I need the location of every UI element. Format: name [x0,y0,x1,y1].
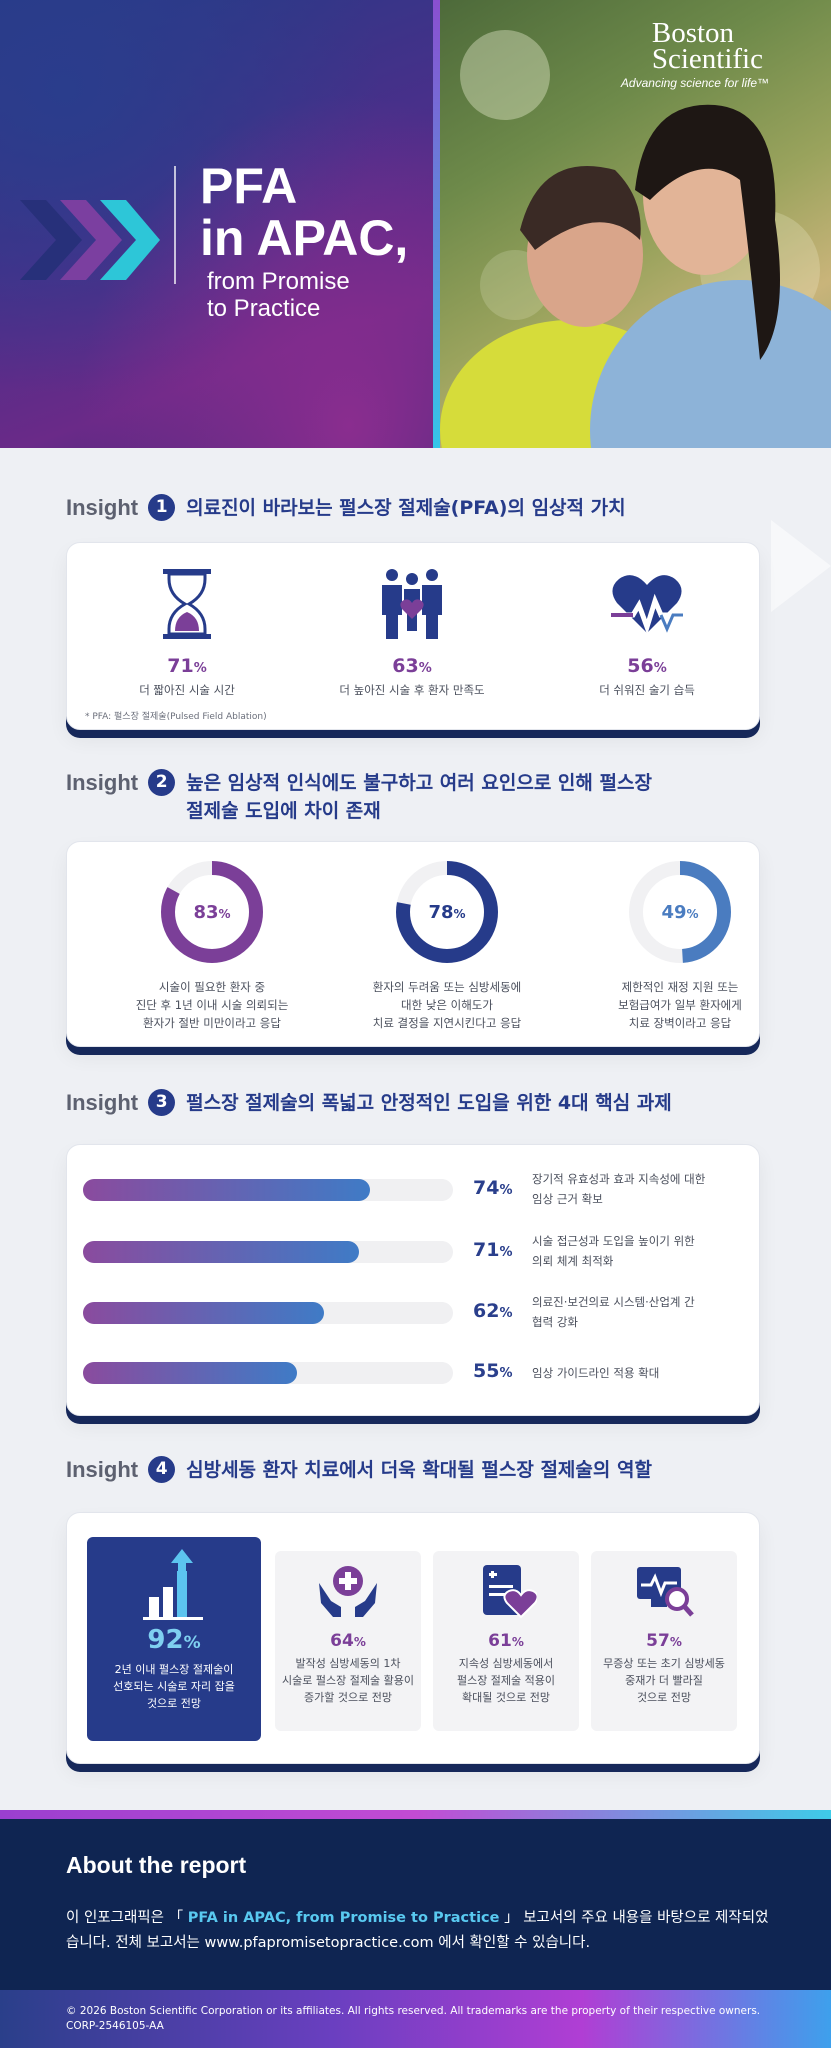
insight-number-badge: 2 [148,769,176,796]
donut-caption: 환자의 두려움 또는 심방세동에 대한 낮은 이해도가 치료 결정을 지연시킨다고 … [372,980,522,1030]
about-title: About the report [66,1852,247,1878]
heart-pulse-icon [611,575,685,635]
insight-title: 의료진이 바라보는 펄스장 절제술(PFA)의 임상적 가치 [186,497,626,519]
hero-title: PFA in APAC, [200,158,409,266]
donut-chart: 49% [629,861,731,963]
insight2-heading: Insight 2 높은 임상적 인식에도 불구하고 여러 요인으로 인해 펄스… [66,769,652,825]
insight4-heading: Insight 4 심방세동 환자 치료에서 더욱 확대될 펄스장 절제술의 역… [66,1456,652,1484]
bar-value: 62% [473,1300,513,1322]
chevron-arrows-icon [20,200,160,280]
insight2-card: 83% 시술이 필요한 환자 중 진단 후 1년 이내 시술 의뢰되는 환자가 절반 … [66,841,760,1047]
donut-arc [161,861,263,963]
bar-value: 55% [473,1360,513,1382]
insight4-card: 92% 2년 이내 펄스장 절제술이 선호되는 시술로 자리 잡을 것으로 전망 6… [66,1512,760,1764]
gradient-strip [0,1810,831,1819]
hero-left-panel [0,0,436,448]
bar-value: 74% [473,1177,513,1199]
hero-photo [440,0,831,448]
insight-label: Insight [66,770,139,795]
footer-text: © 2026 Boston Scientific Corporation or … [66,2004,760,2034]
bar-track [83,1362,453,1384]
stat-item: 71% 더 짧아진 시술 시간 [127,567,247,699]
about-text: 이 인포그래픽은 「 PFA in APAC, from Promise to … [66,1910,769,1951]
insight-number-badge: 1 [148,494,176,521]
bar-label: 장기적 유효성과 효과 지속성에 대한 임상 근거 확보 [532,1172,706,1206]
document-code: CORP-2546105-AA [66,2020,164,2032]
insight1-card: 71% 더 짧아진 시술 시간 63% 더 높아진 시술 후 환자 만족도 56… [66,542,760,730]
insight-number-badge: 4 [148,1456,176,1483]
bar-fill [83,1241,359,1263]
bar-fill [83,1179,371,1201]
donut-value: 83% [193,902,230,923]
insight-title: 심방세동 환자 치료에서 더욱 확대될 펄스장 절제술의 역할 [186,1459,652,1481]
insight3-card: 74% 장기적 유효성과 효과 지속성에 대한 임상 근거 확보 71% 시술 접근성과… [66,1144,760,1416]
donut-stat: 83% 시술이 필요한 환자 중 진단 후 1년 이내 시술 의뢰되는 환자가 절반 … [107,860,317,1032]
donut-arc [396,861,498,963]
copyright-text: © 2026 Boston Scientific Corporation or … [66,2005,761,2017]
report-title-link: PFA in APAC, from Promise to Practice [187,1910,500,1926]
insight-title: 높은 임상적 인식에도 불구하고 여러 요인으로 인해 펄스장 절제술 도입에 … [186,772,652,822]
donut-arc [629,861,731,963]
donut-chart: 78% [396,861,498,963]
bar-track [83,1179,453,1201]
hero-banner: PFA in APAC, from Promise to Practice Bo… [0,0,831,448]
bar-track [83,1302,453,1324]
donut-caption: 제한적인 재정 지원 또는 보험급여가 일부 환자에게 치료 장벽이라고 응답 [618,980,742,1030]
donut-chart: 83% [161,861,263,963]
family-heart-icon [382,569,442,639]
insight3-heading: Insight 3 펄스장 절제술의 폭넓고 안정적인 도입을 위한 4대 핵심… [66,1089,672,1117]
insight-label: Insight [66,1457,139,1482]
bar-label: 의료진·보건의료 시스템·산업계 간 협력 강화 [532,1295,695,1329]
hero-divider-line [174,166,176,284]
stat-item: 56% 더 쉬워진 술기 습득 [587,567,707,699]
insight1-heading: Insight 1 의료진이 바라보는 펄스장 절제술(PFA)의 임상적 가치 [66,494,626,522]
bar-chart-arrow-icon [143,1549,203,1620]
bar-label: 시술 접근성과 도입을 높이기 위한 의뢰 체계 최적화 [532,1234,695,1268]
clipboard-heart-icon [483,1565,539,1619]
bar-label: 임상 가이드라인 적용 확대 [532,1366,660,1380]
hands-medical-icon [319,1566,377,1617]
donut-value: 49% [661,902,698,923]
footer [0,1990,831,2048]
bar-fill [83,1302,324,1324]
bar-track [83,1241,453,1263]
monitor-search-icon [637,1567,694,1617]
bar-fill [83,1362,297,1384]
stat-tile: 57% 무증상 또는 초기 심방세동 중재가 더 빨라질 것으로 전망 [591,1551,737,1731]
insight-label: Insight [66,495,139,520]
stat-tile: 64% 발작성 심방세동의 1차 시술로 펄스장 절제술 활용이 증가할 것으로 전… [275,1551,421,1731]
donut-stat: 78% 환자의 두려움 또는 심방세동에 대한 낮은 이해도가 치료 결정을 지연시킨… [342,860,552,1032]
hero-gradient-divider [433,0,440,448]
stat-item: 63% 더 높아진 시술 후 환자 만족도 [312,567,512,699]
donut-stat: 49% 제한적인 재정 지원 또는 보험급여가 일부 환자에게 치료 장벽이라고 응답 [575,860,785,1032]
stat-tile-highlight: 92% 2년 이내 펄스장 절제술이 선호되는 시술로 자리 잡을 것으로 전망 [87,1537,261,1741]
insight-title: 펄스장 절제술의 폭넓고 안정적인 도입을 위한 4대 핵심 과제 [186,1092,672,1114]
brand-logo: Boston Scientific [651,17,763,75]
footnote: * PFA: 펄스장 절제술(Pulsed Field Ablation) [85,712,267,722]
donut-caption: 시술이 필요한 환자 중 진단 후 1년 이내 시술 의뢰되는 환자가 절반 미만이… [135,980,289,1030]
insight-label: Insight [66,1090,139,1115]
bar-value: 71% [473,1239,513,1261]
hourglass-icon [163,569,211,639]
brand-tagline: Advancing science for life™ [620,76,769,90]
decorative-arrow [771,520,831,612]
hero-subtitle: from Promise to Practice [207,268,350,322]
insight-number-badge: 3 [148,1089,176,1116]
donut-value: 78% [428,902,465,923]
stat-tile: 61% 지속성 심방세동에서 펄스장 절제술 적용이 확대될 것으로 전망 [433,1551,579,1731]
